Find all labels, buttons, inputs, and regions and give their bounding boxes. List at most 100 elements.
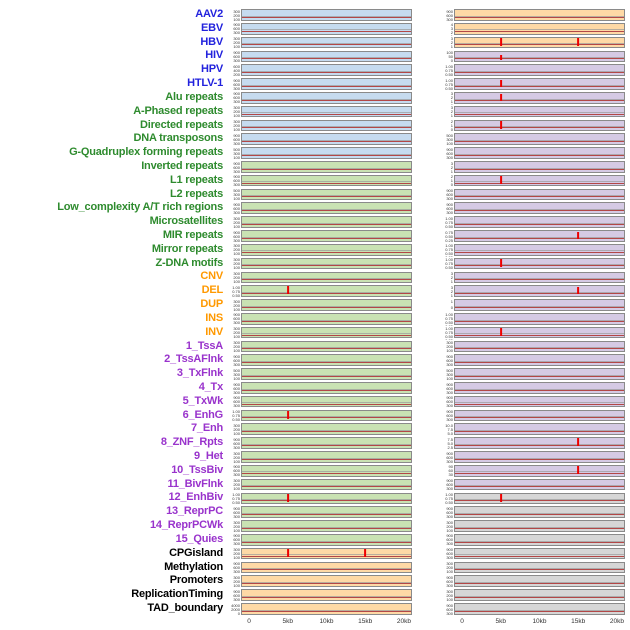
column-gap — [412, 119, 439, 133]
y-tick-label: 0.75 — [445, 316, 453, 322]
y-tick-label: 600 — [446, 205, 453, 211]
signal-trace — [242, 279, 411, 281]
signal-trace — [455, 154, 624, 156]
y-tick-label: 2000 — [231, 606, 240, 612]
signal-trace — [242, 251, 411, 253]
y-axis-tick-labels: 300 200 100 — [226, 422, 241, 436]
y-tick-label: 900 — [446, 533, 453, 539]
signal-trace — [455, 417, 624, 419]
signal-trace — [242, 458, 411, 460]
y-tick-label: 500 — [233, 367, 240, 373]
signal-panel-left — [241, 395, 412, 408]
y-tick-label: 300 — [446, 154, 453, 160]
y-tick-label: 600 — [446, 537, 453, 543]
y-tick-label: 1.00 — [232, 409, 240, 415]
y-tick-label: 200 — [233, 123, 240, 129]
background-trace — [242, 512, 411, 514]
y-axis-tick-labels: 900 600 300 — [226, 436, 241, 450]
profile-row: 4_Tx 900 600 300 900 600 300 — [0, 381, 630, 395]
signal-panel-right — [454, 147, 625, 159]
y-tick-label: 100 — [233, 44, 240, 50]
row-label: DEL — [201, 284, 224, 297]
signal-trace — [455, 334, 624, 336]
profile-row: TAD_boundary 4000 2000 0 900 600 300 — [0, 602, 630, 616]
y-tick-label: 600 — [233, 136, 240, 142]
signal-panel-left — [241, 589, 412, 601]
signal-trace — [455, 265, 624, 267]
column-gap — [412, 381, 439, 395]
column-gap — [412, 519, 439, 533]
background-trace — [242, 209, 411, 210]
y-tick-label: 600 — [233, 95, 240, 101]
column-gap — [412, 464, 439, 478]
y-axis-tick-labels: 4000 2000 0 — [226, 602, 241, 616]
y-axis-tick-labels: 900 600 300 — [439, 146, 454, 160]
signal-trace — [455, 431, 624, 433]
profile-row: L2 repeats 500 300 100 900 600 300 — [0, 188, 630, 202]
y-tick-label: 2 — [450, 95, 453, 101]
x-axis-ytick-pad-right — [439, 616, 454, 630]
column-gap — [412, 174, 439, 188]
signal-panel-left — [241, 202, 412, 215]
y-tick-label: 100 — [233, 306, 240, 312]
signal-trace — [455, 445, 624, 446]
signal-trace — [242, 306, 411, 308]
signal-panel-left — [241, 50, 412, 63]
x-axis-tick-label: 15kb — [571, 617, 586, 625]
signal-panel-right — [454, 78, 625, 90]
signal-panel-left — [241, 575, 412, 588]
row-label: Microsatellites — [149, 215, 224, 228]
signal-spike — [576, 438, 579, 447]
background-trace — [455, 595, 624, 597]
y-tick-label: 7.5 — [447, 426, 453, 432]
y-tick-label: 300 — [233, 58, 240, 64]
signal-trace — [242, 265, 411, 267]
y-tick-label: 300 — [233, 596, 240, 602]
y-tick-label: 3 — [450, 160, 453, 166]
y-tick-label: 600 — [233, 26, 240, 32]
background-trace — [242, 264, 411, 265]
y-tick-label: 2 — [450, 275, 453, 281]
profile-row: L1 repeats 900 600 300 2 1 0 — [0, 174, 630, 188]
signal-panel-right — [454, 9, 625, 21]
y-tick-label: 200 — [233, 523, 240, 529]
y-tick-label: 200 — [233, 71, 240, 77]
column-gap — [412, 215, 439, 229]
signal-trace — [455, 293, 624, 294]
profile-row: Methylation 900 600 300 300 200 100 — [0, 561, 630, 575]
background-trace — [242, 416, 411, 417]
y-tick-label: 600 — [233, 164, 240, 170]
y-axis-tick-labels: 300 200 100 — [226, 450, 241, 464]
signal-trace — [242, 583, 411, 585]
y-tick-label: 100 — [233, 196, 240, 202]
y-tick-label: 0.75 — [445, 247, 453, 253]
background-trace — [455, 568, 624, 569]
signal-trace — [455, 44, 624, 46]
y-axis-tick-labels: 900 600 300 — [439, 353, 454, 367]
y-axis-tick-labels: 300 200 100 — [226, 8, 241, 22]
signal-panel-left — [241, 409, 412, 422]
y-axis-tick-labels: 500 300 100 — [439, 132, 454, 146]
x-axis-tick-label: 20kb — [396, 617, 412, 625]
background-trace — [242, 167, 411, 169]
y-tick-label: 2 — [450, 164, 453, 170]
y-axis-tick-labels: 100 50 0 — [439, 49, 454, 63]
y-tick-label: 300 — [233, 237, 240, 243]
y-tick-label: 300 — [446, 458, 453, 464]
row-label: Promoters — [169, 574, 223, 587]
signal-panel-left — [241, 174, 412, 187]
y-axis-tick-labels: 1.000.750.500.250.00 — [439, 63, 454, 77]
y-tick-label: 600 — [233, 205, 240, 211]
profile-row: G-Quadruplex forming repeats 500 300 100 900… — [0, 146, 630, 160]
signal-panel-left — [241, 243, 412, 256]
y-tick-label: 0 — [450, 305, 453, 311]
y-axis-tick-labels: 300 200 100 — [226, 215, 241, 229]
background-trace — [242, 250, 411, 252]
row-label: Z-DNA motifs — [155, 256, 224, 269]
y-tick-label: 200 — [233, 219, 240, 225]
signal-panel-left — [241, 78, 412, 90]
profile-row: 1_TssA 300 200 100 300 200 100 — [0, 340, 630, 354]
row-label: HTLV-1 — [187, 77, 223, 90]
